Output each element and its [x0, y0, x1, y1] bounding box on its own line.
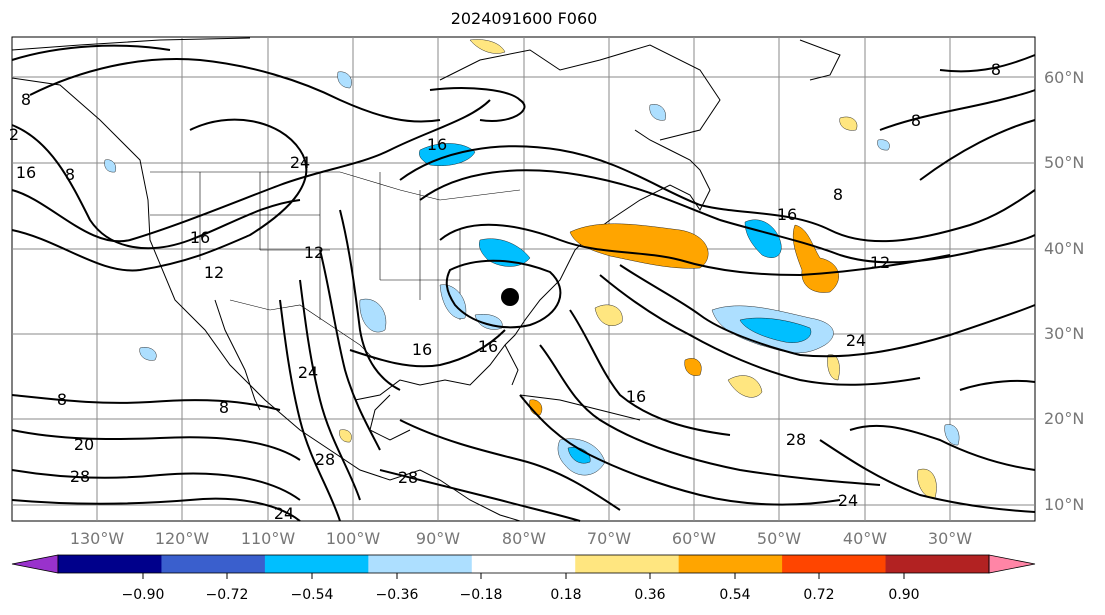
- lon-label: 30°W: [927, 529, 973, 548]
- contour-label: 20: [74, 435, 94, 454]
- lon-label: 60°W: [671, 529, 717, 548]
- storm-center-marker: [501, 288, 519, 306]
- contour-label: 24: [290, 153, 310, 172]
- lon-label: 130°W: [69, 529, 125, 548]
- coastlines: [11, 37, 841, 522]
- contour-label: 8: [57, 390, 67, 409]
- colorbar-segment: [58, 555, 162, 573]
- contour-label: 28: [398, 468, 418, 487]
- colorbar-ticks: [142, 573, 905, 579]
- lon-label: 100°W: [325, 529, 381, 548]
- colorbar-segments: [11, 554, 1036, 574]
- contour-label: 8: [65, 165, 75, 184]
- lon-label: 90°W: [415, 529, 461, 548]
- contour-label: 24: [846, 331, 866, 350]
- colorbar-outline: [57, 554, 990, 574]
- contour-label: 24: [274, 504, 294, 523]
- colorbar-segment: [678, 555, 783, 573]
- colorbar-extend-high: [988, 554, 1036, 574]
- contour-label: 16: [16, 163, 36, 182]
- contour-label: 16: [190, 228, 210, 247]
- lon-label: 50°W: [756, 529, 802, 548]
- contour-label: 16: [478, 337, 498, 356]
- colorbar-tick-label: −0.90: [121, 587, 165, 603]
- map-title: 2024091600 F060: [450, 9, 598, 28]
- colorbar-segment: [264, 555, 369, 573]
- colorbar: [11, 554, 1036, 579]
- lon-label: 110°W: [240, 529, 296, 548]
- colorbar-tick-label: 0.36: [634, 587, 666, 603]
- positive-anomaly-fills: [339, 39, 937, 499]
- lat-label: 30°N: [1044, 324, 1085, 343]
- colorbar-segment: [368, 555, 473, 573]
- contour-label: 8: [911, 111, 921, 130]
- contour-label: 12: [304, 243, 324, 262]
- colorbar-segment: [575, 555, 680, 573]
- contour-label: 16: [412, 340, 432, 359]
- lat-label: 50°N: [1044, 153, 1085, 172]
- contour-label: 24: [838, 491, 858, 510]
- colorbar-tick-label: 0.18: [550, 587, 582, 603]
- lon-label: 40°W: [842, 529, 888, 548]
- contour-label: 8: [219, 398, 229, 417]
- colorbar-tick-label: 0.90: [888, 587, 920, 603]
- contour-label: 8: [21, 90, 31, 109]
- contour-label: 12: [870, 253, 890, 272]
- colorbar-segment: [885, 555, 990, 573]
- colorbar-tick-label: 0.54: [719, 587, 751, 603]
- colorbar-tick-label: 0.72: [803, 587, 835, 603]
- colorbar-tick-label: −0.54: [290, 587, 334, 603]
- contour-label: 16: [626, 387, 646, 406]
- contour-label: 16: [777, 205, 797, 224]
- colorbar-extend-low: [11, 554, 59, 574]
- contour-label: 8: [833, 185, 843, 204]
- colorbar-tick-label: −0.36: [375, 587, 419, 603]
- colorbar-tick-label: −0.18: [459, 587, 503, 603]
- colorbar-tick-label: −0.72: [205, 587, 249, 603]
- contour-label-group: 8 2 16 8 24 16 16 12 12 16 8 8 8 16 12 8…: [9, 60, 1001, 523]
- lat-label: 60°N: [1044, 68, 1085, 87]
- colorbar-segment: [782, 555, 887, 573]
- colorbar-segment: [161, 555, 266, 573]
- contour-label: 28: [786, 430, 806, 449]
- lat-label: 20°N: [1044, 409, 1085, 428]
- contour-label: 16: [427, 135, 447, 154]
- colorbar-segment: [471, 555, 576, 573]
- lat-label: 10°N: [1044, 495, 1085, 514]
- lon-label: 80°W: [501, 529, 547, 548]
- contour-label: 28: [315, 450, 335, 469]
- contour-label: 2: [9, 125, 19, 144]
- contour-label: 24: [298, 363, 318, 382]
- lon-label: 70°W: [586, 529, 632, 548]
- map-canvas: 8 2 16 8 24 16 16 12 12 16 8 8 8 16 12 8…: [9, 36, 1036, 523]
- lon-label: 120°W: [154, 529, 210, 548]
- lat-label: 40°N: [1044, 239, 1085, 258]
- contour-label: 8: [991, 60, 1001, 79]
- contour-label: 28: [70, 467, 90, 486]
- contour-label: 12: [204, 263, 224, 282]
- contour-lines: [11, 44, 1036, 522]
